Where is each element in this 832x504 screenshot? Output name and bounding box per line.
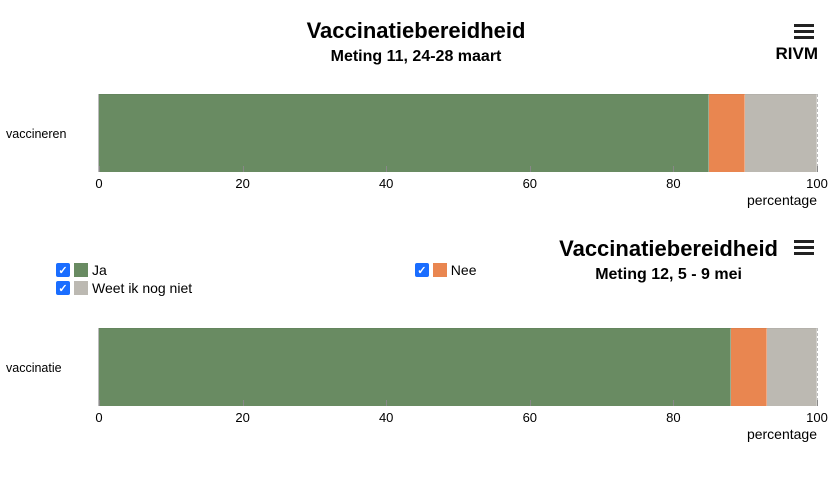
bar-segment-ja (99, 328, 731, 406)
checkbox-icon[interactable]: ✓ (415, 263, 429, 277)
tick-label: 80 (666, 410, 680, 425)
legend-swatch (433, 263, 447, 277)
legend-label: Nee (451, 262, 477, 278)
y-category-label: vaccinatie (6, 361, 62, 375)
legend-item-weet[interactable]: ✓ Weet ik nog niet (56, 280, 508, 296)
hamburger-menu-icon[interactable] (794, 24, 814, 38)
chart-panel-1: Vaccinatiebereidheid Meting 11, 24-28 ma… (0, 0, 832, 232)
stacked-bar (99, 328, 817, 406)
x-axis-title: percentage (747, 426, 817, 442)
chart-subtitle: Meting 11, 24-28 maart (307, 48, 526, 66)
brand-label: RIVM (776, 44, 819, 64)
title-row: Vaccinatiebereidheid Meting 11, 24-28 ma… (0, 18, 832, 66)
bar-segment-nee (731, 328, 767, 406)
bar-segment-nee (709, 94, 745, 172)
plot-area: 0 20 40 60 80 100 percentage (98, 94, 818, 172)
tick-label: 40 (379, 176, 393, 191)
tick-label: 0 (95, 176, 102, 191)
chart-title: Vaccinatiebereidheid (307, 18, 526, 44)
chart-title: Vaccinatiebereidheid (559, 236, 778, 262)
x-axis-title: percentage (747, 192, 817, 208)
tick-label: 60 (523, 176, 537, 191)
checkbox-icon[interactable]: ✓ (56, 281, 70, 295)
stacked-bar (99, 94, 817, 172)
bar-segment-weet (767, 328, 817, 406)
chart-panel-2: Vaccinatiebereidheid Meting 12, 5 - 9 me… (0, 232, 832, 504)
tick-label: 80 (666, 176, 680, 191)
tick-label: 20 (235, 176, 249, 191)
legend-item-ja[interactable]: ✓ Ja (56, 262, 107, 278)
tick-label: 40 (379, 410, 393, 425)
checkbox-icon[interactable]: ✓ (56, 263, 70, 277)
legend-swatch (74, 263, 88, 277)
legend: ✓ Ja ✓ Nee ✓ Weet ik nog niet (56, 262, 526, 298)
plot-zone: vaccineren 0 20 40 60 80 100 percentage (0, 84, 832, 204)
tick-label: 60 (523, 410, 537, 425)
bar-segment-ja (99, 94, 709, 172)
tick-label: 100 (806, 176, 828, 191)
bar-segment-weet (745, 94, 817, 172)
plot-zone: vaccinatie 0 20 40 60 80 100 percentage (0, 310, 832, 470)
y-category-label: vaccineren (6, 127, 66, 141)
tick-label: 0 (95, 410, 102, 425)
legend-item-nee[interactable]: ✓ Nee (415, 262, 477, 278)
tick-label: 20 (235, 410, 249, 425)
tick-label: 100 (806, 410, 828, 425)
legend-swatch (74, 281, 88, 295)
hamburger-menu-icon[interactable] (794, 240, 814, 254)
plot-area: 0 20 40 60 80 100 percentage (98, 328, 818, 406)
chart-subtitle: Meting 12, 5 - 9 mei (559, 266, 778, 284)
legend-label: Weet ik nog niet (92, 280, 192, 296)
legend-label: Ja (92, 262, 107, 278)
